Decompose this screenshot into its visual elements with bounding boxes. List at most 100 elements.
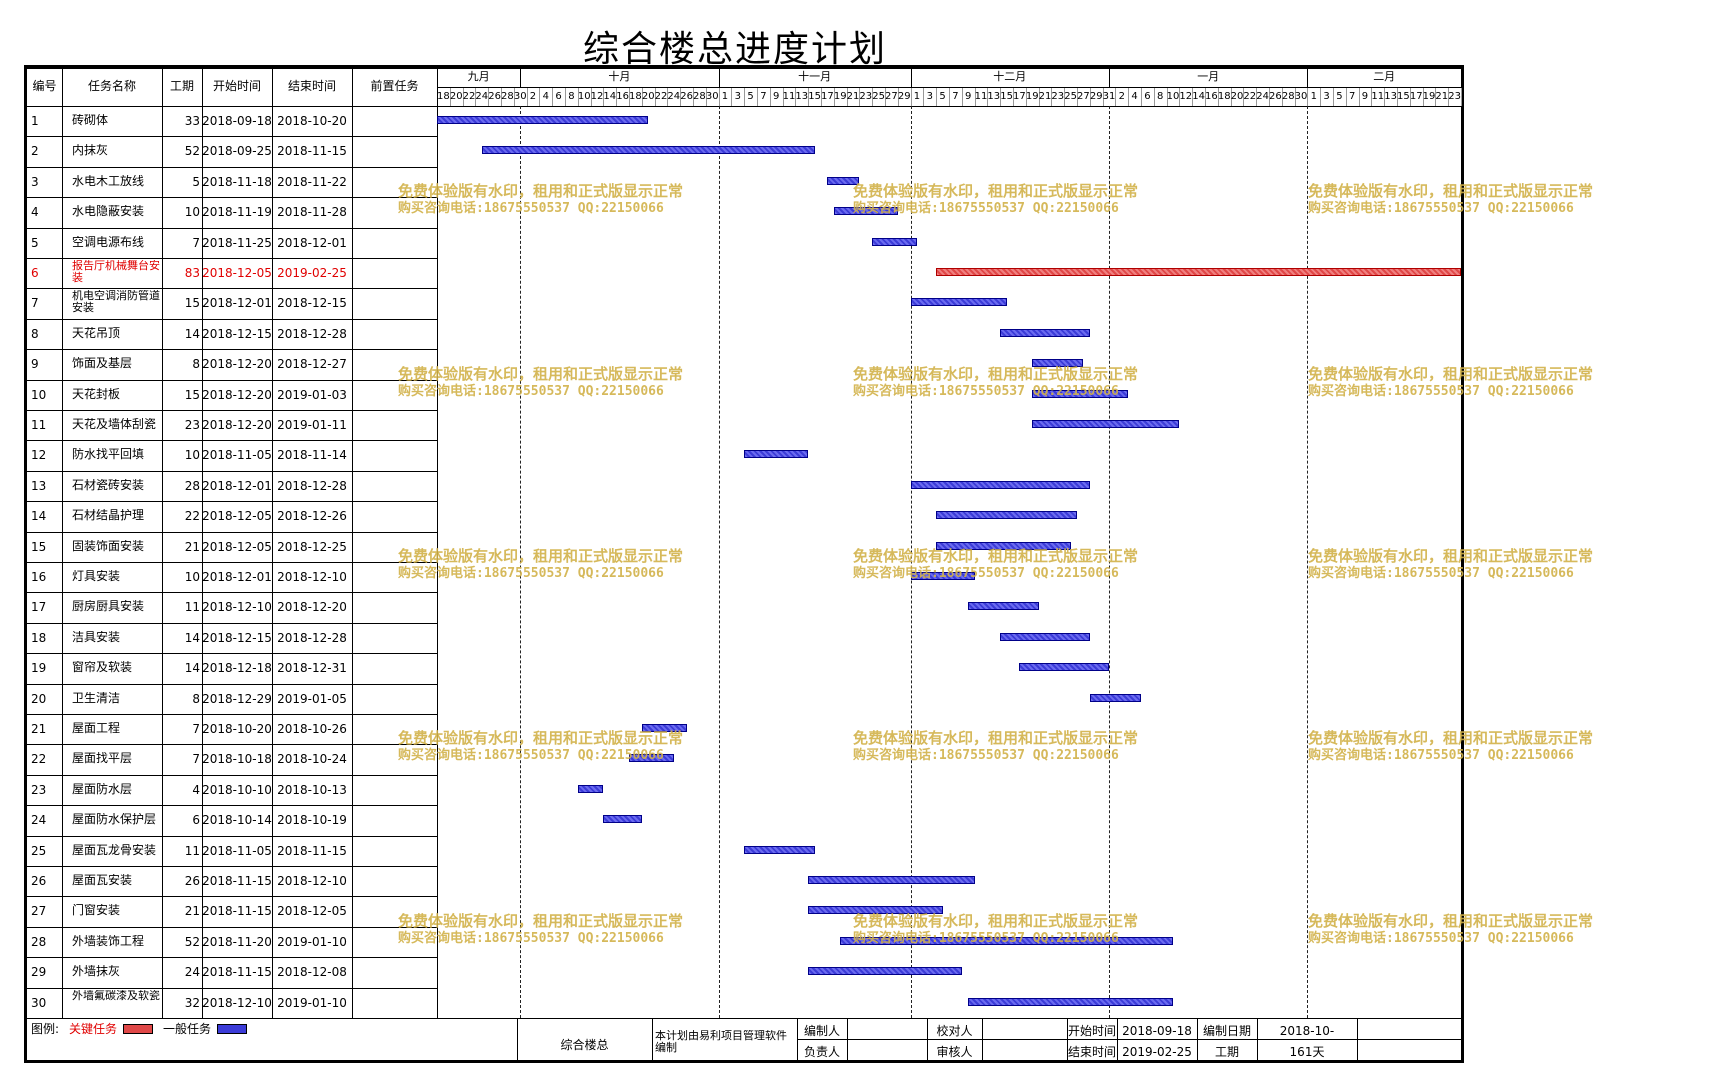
row-line: [27, 926, 437, 928]
day-divider: [641, 88, 643, 106]
task-start: 2018-11-19: [202, 205, 272, 220]
task-id: 8: [31, 326, 39, 341]
day-divider: [603, 88, 605, 106]
month-header-divider: [718, 68, 720, 88]
task-id: 15: [31, 539, 47, 554]
task-start: 2018-09-18: [202, 114, 272, 128]
task-end: 2019-01-11: [277, 418, 347, 432]
task-start: 2018-12-10: [202, 995, 272, 1010]
task-name: 天花吊顶: [72, 326, 121, 339]
day-label: 19: [833, 91, 847, 102]
legend-normal-label: 一般任务: [163, 1022, 212, 1036]
task-id: 9: [31, 357, 39, 372]
task-duration: 24: [184, 965, 200, 980]
task-end: 2018-12-28: [277, 478, 347, 493]
row-line: [27, 683, 437, 685]
task-start: 2018-11-05: [202, 843, 272, 858]
task-end: 2018-12-10: [277, 570, 347, 584]
day-label: 3: [1323, 91, 1330, 102]
month-label: 一月: [1197, 70, 1220, 83]
task-bar: [744, 845, 815, 854]
task-start: 2018-12-20: [202, 387, 272, 402]
task-start: 2018-11-18: [202, 174, 272, 189]
day-divider: [1141, 88, 1142, 106]
task-start: 2018-12-05: [202, 509, 272, 524]
row-line: [27, 258, 437, 259]
task-id: 17: [31, 600, 47, 615]
day-divider: [744, 88, 746, 106]
day-label: 21: [1038, 91, 1052, 102]
day-divider: [821, 88, 822, 106]
day-divider: [769, 88, 771, 106]
day-label: 1: [1310, 91, 1317, 102]
task-duration: 6: [192, 813, 200, 828]
row-line: [27, 136, 437, 138]
column-header: 前置任务: [370, 79, 419, 93]
day-divider: [987, 88, 989, 106]
month-header-divider: [1109, 68, 1110, 88]
task-name: 饰面及基层: [72, 357, 133, 370]
day-divider: [910, 88, 912, 106]
day-label: 5: [747, 91, 754, 102]
compiler-label: 编制人: [803, 1024, 840, 1038]
task-duration: 7: [192, 235, 200, 250]
day-label: 1: [721, 91, 729, 102]
day-label: 6: [555, 91, 562, 102]
task-id: 22: [31, 752, 47, 767]
duration-label: 工期: [1214, 1045, 1239, 1059]
row-line: [27, 318, 437, 320]
task-duration: 4: [192, 782, 200, 797]
header-top-line: [27, 68, 1461, 69]
task-bar: [603, 815, 642, 824]
task-duration: 52: [184, 144, 200, 159]
task-id: 2: [31, 144, 39, 159]
task-bar: [481, 146, 815, 155]
day-divider: [513, 88, 515, 106]
row-line: [27, 714, 437, 715]
day-divider: [1115, 88, 1117, 106]
task-id: 10: [31, 387, 47, 402]
task-start: 2018-11-20: [202, 934, 272, 949]
task-name: 灯具安装: [72, 570, 121, 582]
task-end: 2018-10-20: [277, 114, 347, 128]
day-divider: [961, 88, 963, 106]
task-name: 屋面防水层: [72, 782, 133, 795]
day-label: 25: [1064, 91, 1077, 102]
day-label: 14: [1192, 91, 1205, 102]
task-end: 2018-12-28: [277, 326, 347, 341]
task-end: 2019-02-25: [277, 266, 347, 280]
task-id: 20: [31, 691, 47, 706]
task-bar: [936, 511, 1077, 520]
day-divider: [1320, 88, 1322, 106]
task-duration: 28: [184, 478, 200, 493]
row-line: [27, 349, 437, 351]
day-divider: [1243, 88, 1245, 106]
task-start: 2018-12-05: [202, 539, 272, 554]
day-label: 7: [1349, 91, 1356, 102]
task-id: 30: [31, 995, 47, 1010]
day-divider: [1230, 88, 1232, 106]
task-start: 2018-12-29: [202, 691, 272, 706]
task-name: 外墙氟碳漆及软瓷: [72, 989, 160, 1002]
task-end: 2018-11-15: [277, 843, 347, 858]
task-name: 天花及墙体刮瓷: [72, 418, 157, 430]
task-start: 2018-12-15: [202, 326, 272, 341]
column-header: 编号: [32, 79, 57, 93]
task-duration: 8: [192, 357, 200, 372]
day-divider: [1281, 88, 1283, 106]
day-divider: [1166, 88, 1168, 106]
day-divider: [1345, 88, 1347, 106]
day-divider: [1461, 88, 1462, 106]
day-divider: [1064, 88, 1066, 106]
task-id: 14: [31, 509, 47, 524]
task-end: 2019-01-10: [277, 934, 347, 949]
task-start: 2018-10-10: [202, 782, 272, 797]
day-divider: [629, 88, 630, 106]
task-name: 天花封板: [72, 387, 121, 400]
table-bottom-line: [27, 1018, 1461, 1019]
month-gridline: [520, 106, 522, 1018]
day-label: 10: [1166, 91, 1180, 102]
task-bar: [1032, 420, 1180, 428]
task-name: 报告厅机械舞台安装: [72, 260, 160, 284]
task-start: 2018-12-05: [202, 266, 272, 280]
